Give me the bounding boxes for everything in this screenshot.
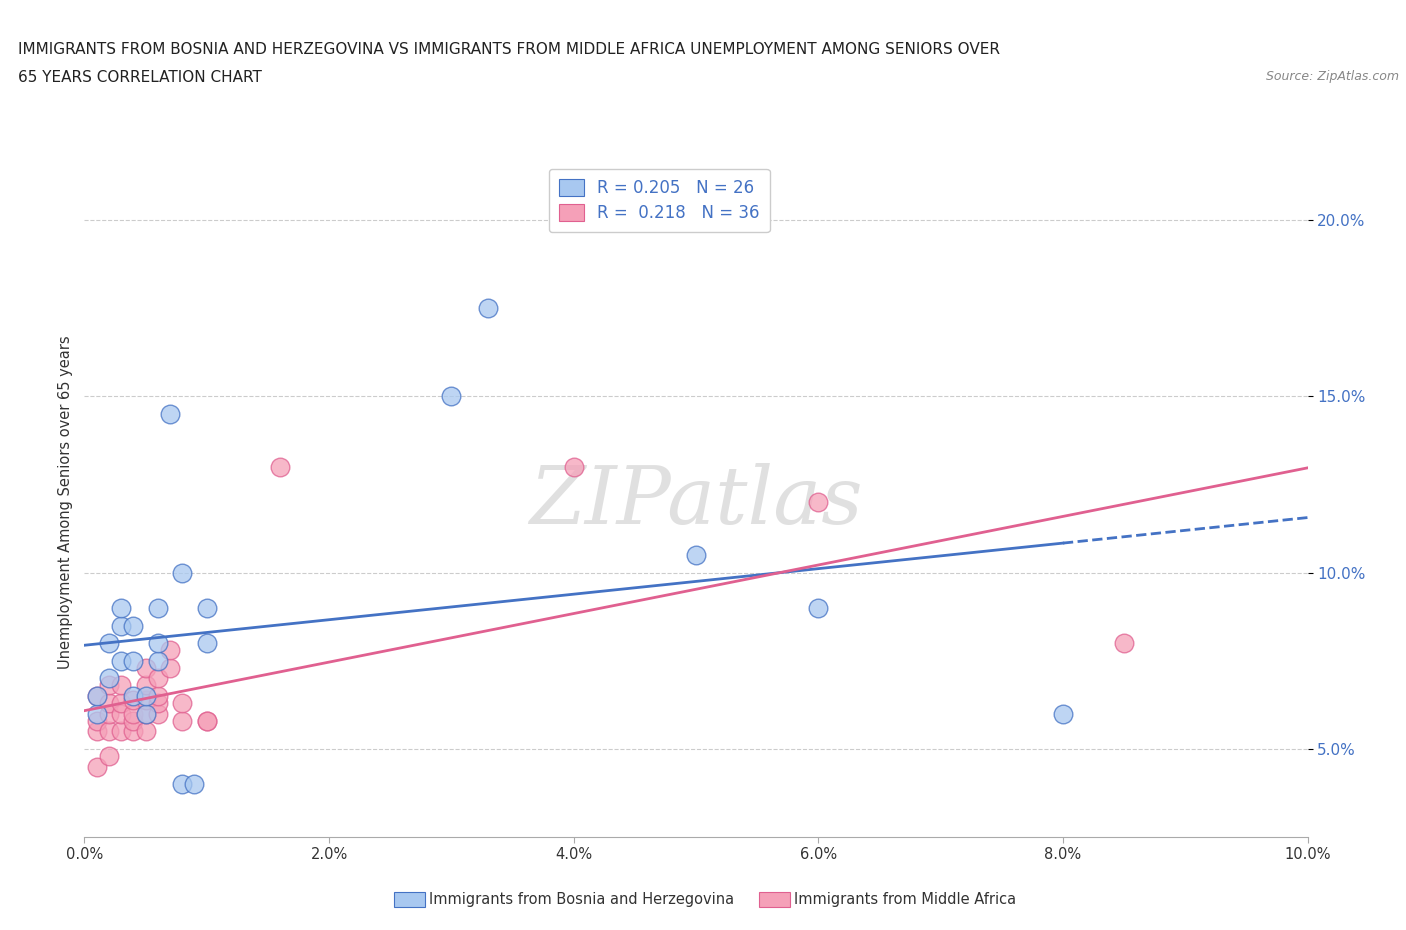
Point <box>135 706 157 721</box>
Point <box>159 643 181 658</box>
Point <box>172 696 194 711</box>
Point <box>97 636 120 651</box>
Point <box>135 688 157 703</box>
Point <box>110 618 132 633</box>
Point <box>159 660 181 675</box>
Text: Immigrants from Bosnia and Herzegovina: Immigrants from Bosnia and Herzegovina <box>429 892 734 907</box>
Point <box>97 749 120 764</box>
Y-axis label: Unemployment Among Seniors over 65 years: Unemployment Among Seniors over 65 years <box>58 336 73 669</box>
Point <box>97 724 120 738</box>
Point <box>122 706 145 721</box>
Point <box>110 678 132 693</box>
Point <box>146 636 169 651</box>
Point <box>122 618 145 633</box>
Point <box>110 601 132 616</box>
Point <box>172 713 194 728</box>
Point <box>135 692 157 707</box>
Point <box>86 688 108 703</box>
Point <box>183 777 205 791</box>
Point <box>195 713 218 728</box>
Text: Immigrants from Middle Africa: Immigrants from Middle Africa <box>794 892 1017 907</box>
Point <box>195 636 218 651</box>
Point <box>86 724 108 738</box>
Point <box>146 688 169 703</box>
Point <box>86 759 108 774</box>
Point <box>135 660 157 675</box>
Point <box>110 706 132 721</box>
Point <box>146 706 169 721</box>
Point <box>807 495 830 510</box>
Point <box>122 654 145 669</box>
Text: 65 YEARS CORRELATION CHART: 65 YEARS CORRELATION CHART <box>18 70 262 85</box>
Point <box>195 713 218 728</box>
Point <box>86 688 108 703</box>
Point <box>146 696 169 711</box>
Point <box>146 601 169 616</box>
Point <box>97 678 120 693</box>
Text: Source: ZipAtlas.com: Source: ZipAtlas.com <box>1265 70 1399 83</box>
Point <box>807 601 830 616</box>
Legend: R = 0.205   N = 26, R =  0.218   N = 36: R = 0.205 N = 26, R = 0.218 N = 36 <box>548 169 769 232</box>
Point <box>146 671 169 685</box>
Text: IMMIGRANTS FROM BOSNIA AND HERZEGOVINA VS IMMIGRANTS FROM MIDDLE AFRICA UNEMPLOY: IMMIGRANTS FROM BOSNIA AND HERZEGOVINA V… <box>18 42 1000 57</box>
Point <box>97 706 120 721</box>
Point <box>440 389 463 404</box>
Point <box>110 696 132 711</box>
Point <box>135 678 157 693</box>
Point <box>172 777 194 791</box>
Point <box>477 301 499 316</box>
Point <box>172 565 194 580</box>
Point <box>110 654 132 669</box>
Point <box>1052 706 1074 721</box>
Point <box>159 406 181 421</box>
Point <box>86 706 108 721</box>
Point <box>562 459 585 474</box>
Text: ZIPatlas: ZIPatlas <box>529 463 863 541</box>
Point <box>122 692 145 707</box>
Point <box>97 671 120 685</box>
Point <box>146 654 169 669</box>
Point <box>135 724 157 738</box>
Point <box>1114 636 1136 651</box>
Point <box>122 724 145 738</box>
Point <box>86 713 108 728</box>
Point <box>122 688 145 703</box>
Point <box>195 601 218 616</box>
Point <box>685 548 707 563</box>
Point <box>135 706 157 721</box>
Point <box>269 459 291 474</box>
Point <box>97 696 120 711</box>
Point <box>122 713 145 728</box>
Point <box>110 724 132 738</box>
